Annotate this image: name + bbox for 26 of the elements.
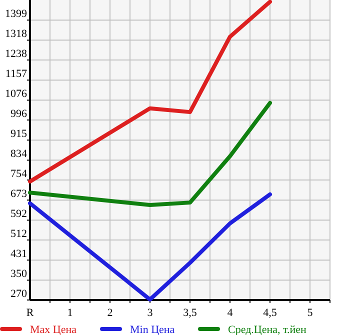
y-tick-label: 1157 (5, 68, 28, 80)
x-tick-label: 1 (67, 307, 73, 319)
y-tick-label: 350 (10, 268, 28, 280)
legend-label: Min Цена (130, 324, 175, 335)
y-tick-label: 592 (10, 208, 27, 220)
y-tick-label: 512 (10, 228, 27, 240)
y-tick-label: 834 (10, 148, 28, 160)
y-tick-label: 996 (10, 108, 28, 120)
legend-label: Max Цена (30, 324, 77, 335)
x-tick-label: 4 (227, 307, 234, 319)
y-tick-label: 754 (10, 168, 28, 180)
y-tick-label: 1238 (5, 48, 28, 60)
x-tick-label: R (26, 307, 34, 319)
y-tick-label: 915 (10, 128, 28, 140)
y-tick-label: 431 (10, 248, 27, 260)
x-tick-label: 3,5 (183, 307, 198, 319)
y-tick-label: 673 (10, 188, 28, 200)
y-tick-label: 270 (10, 288, 28, 300)
y-tick-label: 1399 (5, 8, 28, 20)
y-tick-label: 1076 (5, 88, 28, 100)
x-tick-label: 2 (107, 307, 113, 319)
x-tick-label: 3 (147, 307, 154, 319)
x-tick-label: 4,5 (263, 307, 278, 319)
x-tick-label: 5 (307, 307, 314, 319)
legend-label: Сред.Цена, т.йен (228, 324, 307, 335)
y-tick-label: 1318 (5, 28, 28, 40)
